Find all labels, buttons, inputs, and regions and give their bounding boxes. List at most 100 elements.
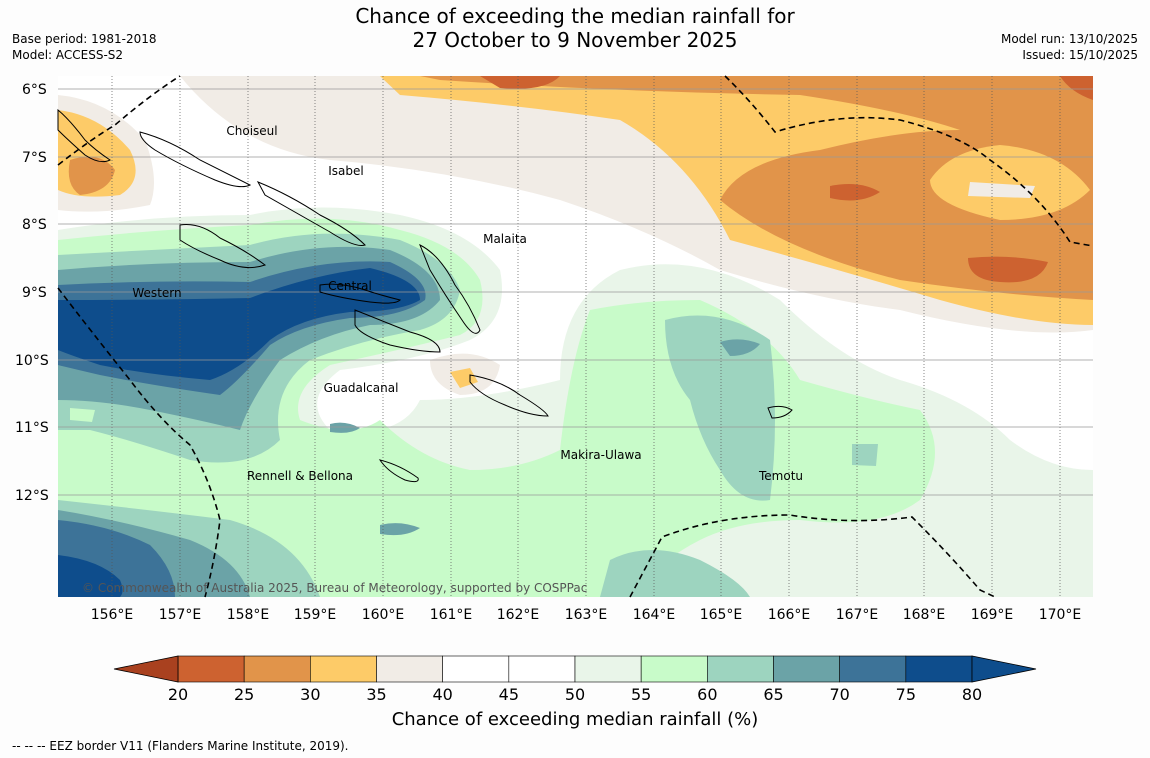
- south-band-65: [600, 550, 750, 597]
- colorbar-cell: [243, 655, 311, 683]
- inner-band-30-b: [968, 256, 1048, 283]
- model-text: Model: ACCESS-S2: [12, 48, 124, 62]
- lon-label: 168°E: [903, 607, 946, 623]
- rainfall-map: 6°S 7°S 8°S 9°S 10°S 11°S 12°S 156°E 157…: [15, 75, 1094, 623]
- eez-border-sw: [57, 287, 221, 598]
- inner-band-30-c: [480, 76, 560, 89]
- lon-label: 160°E: [362, 607, 405, 623]
- lon-label: 159°E: [294, 607, 337, 623]
- longitude-labels: 156°E 157°E 158°E 159°E 160°E 161°E 162°…: [91, 607, 1082, 623]
- colorbar-tick-label: 65: [763, 685, 783, 704]
- title-line-2: 27 October to 9 November 2025: [412, 28, 738, 52]
- above-median-band-80: [58, 268, 420, 380]
- colorbar-cell: [707, 655, 774, 683]
- lon-label: 164°E: [633, 607, 676, 623]
- pocket-65: [852, 444, 878, 466]
- chart-title: Chance of exceeding the median rainfall …: [0, 4, 1150, 52]
- lat-label: 10°S: [15, 353, 49, 369]
- eez-border-ne: [724, 75, 1094, 247]
- model-run-text: Model run: 13/10/2025: [1000, 32, 1138, 46]
- region-label-temotu: Temotu: [758, 469, 803, 483]
- lat-label: 7°S: [22, 150, 47, 166]
- choiseul-outline: [139, 131, 252, 188]
- lon-label: 162°E: [497, 607, 540, 623]
- colorbar-tick-label: 75: [896, 685, 916, 704]
- inner-band-45: [968, 182, 1035, 198]
- colorbar-tick-label: 40: [432, 685, 452, 704]
- eez-border-se: [629, 514, 996, 598]
- colorbar-tick-label: 30: [300, 685, 320, 704]
- colorbar-cell: [508, 655, 576, 683]
- colorbar-tick-label: 25: [234, 685, 254, 704]
- colorbar-cell: [376, 655, 443, 683]
- pocket-70-c: [380, 523, 420, 536]
- inner-band-30-d: [1060, 76, 1093, 100]
- inner-band-30-a: [830, 184, 880, 201]
- lon-label: 165°E: [700, 607, 743, 623]
- map-fill: [58, 76, 1093, 597]
- below-median-band-35: [420, 76, 1093, 300]
- eez-borders: [57, 75, 1094, 598]
- pocket-60: [70, 408, 95, 422]
- colorbar-tick-label: 35: [366, 685, 386, 704]
- colorbar-cells: [177, 655, 973, 683]
- lat-label: 8°S: [22, 217, 47, 233]
- pocket-70-a: [720, 339, 760, 356]
- lat-label: 6°S: [22, 82, 47, 98]
- lon-label: 161°E: [430, 607, 473, 623]
- region-label-western: Western: [132, 286, 181, 300]
- malaita-outline: [419, 243, 481, 334]
- base-period-text: Base period: 1981-2018: [12, 32, 157, 46]
- lat-label: 12°S: [15, 488, 49, 504]
- colorbar-tick-labels: 20 25 30 35 40 45 50 55 60 65 70 75 80: [168, 685, 982, 704]
- colorbar-cell: [177, 655, 245, 683]
- lon-label: 157°E: [159, 607, 202, 623]
- colorbar-min-arrow: [113, 655, 179, 683]
- region-labels: Choiseul Isabel Malaita Western Central …: [132, 124, 803, 483]
- lat-label: 9°S: [22, 285, 47, 301]
- eez-border-nw: [57, 75, 181, 166]
- region-label-malaita: Malaita: [483, 232, 527, 246]
- region-label-makira-ulawa: Makira-Ulawa: [560, 448, 641, 462]
- issued-text: Issued: 15/10/2025: [1022, 48, 1138, 62]
- colorbar-tick-label: 45: [499, 685, 519, 704]
- colorbar-cell: [773, 655, 840, 683]
- colorbar-cell: [905, 655, 973, 683]
- colorbar-max-arrow: [971, 655, 1037, 683]
- region-label-central: Central: [328, 279, 372, 293]
- lon-label: 156°E: [91, 607, 134, 623]
- meta-right: Model run: 13/10/2025 Issued: 15/10/2025: [1001, 31, 1138, 63]
- colorbar-label: Chance of exceeding median rainfall (%): [391, 709, 759, 730]
- lon-label: 166°E: [768, 607, 811, 623]
- eez-note: -- -- -- EEZ border V11 (Flanders Marine…: [12, 739, 349, 753]
- colorbar-tick-label: 80: [962, 685, 982, 704]
- lon-label: 170°E: [1039, 607, 1082, 623]
- pocket-70-b: [330, 422, 360, 433]
- colorbar: 20 25 30 35 40 45 50 55 60 65 70 75 80: [113, 655, 1037, 704]
- colorbar-cell: [640, 655, 708, 683]
- colorbar-tick-label: 20: [168, 685, 188, 704]
- nw-band-35: [68, 156, 115, 195]
- colorbar-tick-label: 70: [829, 685, 849, 704]
- colorbar-cell: [310, 655, 377, 683]
- copyright-text: © Commonwealth of Australia 2025, Bureau…: [82, 581, 587, 595]
- grid-lines: [58, 76, 1093, 597]
- new-georgia-outline: [179, 224, 267, 269]
- colorbar-cell: [574, 655, 642, 683]
- lon-label: 163°E: [565, 607, 608, 623]
- region-label-rennell-bellona: Rennell & Bellona: [247, 469, 353, 483]
- colorbar-tick-label: 55: [631, 685, 651, 704]
- isabel-outline: [256, 181, 366, 246]
- region-label-choiseul: Choiseul: [226, 124, 277, 138]
- inner-band-40: [930, 145, 1090, 220]
- colorbar-tick-label: 50: [565, 685, 585, 704]
- makira-outline: [469, 374, 549, 417]
- sw-band-80: [58, 555, 123, 597]
- colorbar-cell: [442, 655, 510, 683]
- guadalcanal-outline: [354, 309, 441, 353]
- region-label-isabel: Isabel: [328, 164, 363, 178]
- colorbar-cell: [839, 655, 907, 683]
- bougainville-outline: [57, 108, 111, 163]
- east-band-65: [665, 315, 775, 501]
- lat-label: 11°S: [15, 420, 49, 436]
